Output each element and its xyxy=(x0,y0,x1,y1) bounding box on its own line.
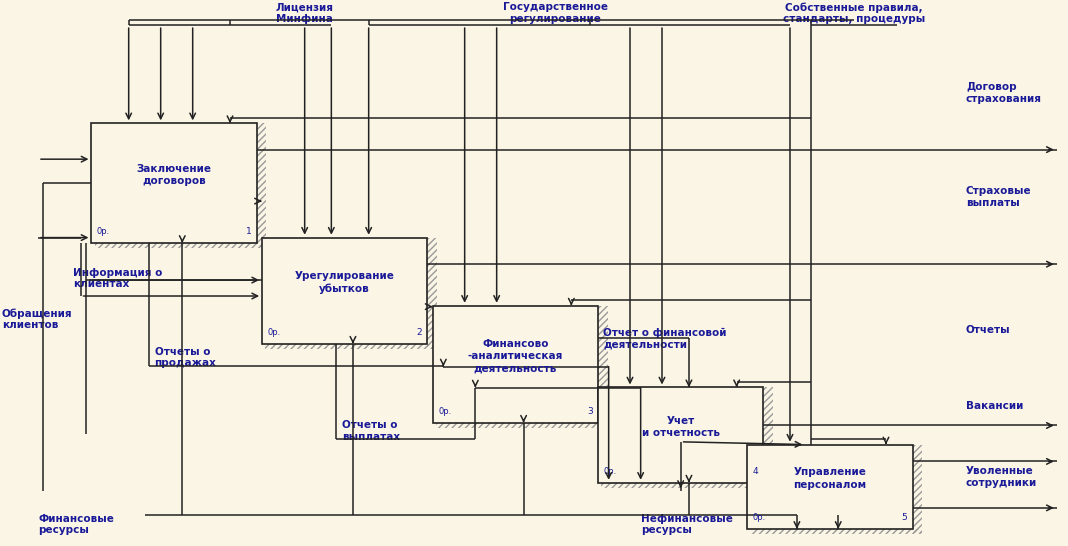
Bar xyxy=(751,529,923,534)
Text: 0р.: 0р. xyxy=(438,407,452,416)
Text: 1: 1 xyxy=(246,227,251,236)
Text: 3: 3 xyxy=(587,407,593,416)
Text: 4: 4 xyxy=(752,467,758,476)
Text: Финансово
-аналитическая
деятельность: Финансово -аналитическая деятельность xyxy=(468,339,563,373)
Bar xyxy=(95,243,266,248)
Bar xyxy=(427,238,437,348)
Text: 0р.: 0р. xyxy=(753,513,766,522)
Text: Договор
страхования: Договор страхования xyxy=(965,82,1042,104)
Bar xyxy=(598,387,764,483)
Text: Уволенные
сотрудники: Уволенные сотрудники xyxy=(965,466,1037,488)
Text: Собственные правила,
стандарты, процедуры: Собственные правила, стандарты, процедур… xyxy=(783,2,925,25)
Text: Страховые
выплаты: Страховые выплаты xyxy=(965,186,1032,207)
Text: 0р.: 0р. xyxy=(97,227,110,236)
Text: Отчеты о
продажах: Отчеты о продажах xyxy=(155,347,217,368)
Text: Отчеты о
выплатах: Отчеты о выплатах xyxy=(342,420,399,442)
Bar xyxy=(433,306,598,423)
Text: Информация о
клиентах: Информация о клиентах xyxy=(74,268,162,289)
Bar xyxy=(764,387,773,486)
Text: Отчет о финансовой
деятельности: Отчет о финансовой деятельности xyxy=(603,328,727,349)
Text: Вакансии: Вакансии xyxy=(965,401,1023,412)
Bar xyxy=(598,306,608,426)
Text: Финансовые
ресурсы: Финансовые ресурсы xyxy=(38,514,114,535)
Bar xyxy=(265,344,437,349)
Text: Учет
и отчетность: Учет и отчетность xyxy=(642,416,720,438)
Text: Отчеты: Отчеты xyxy=(965,325,1010,335)
Text: Урегулирование
убытков: Урегулирование убытков xyxy=(295,271,394,294)
Text: Лицензия
Минфина: Лицензия Минфина xyxy=(276,2,333,24)
Bar xyxy=(92,123,256,243)
Text: 2: 2 xyxy=(417,328,422,337)
Bar xyxy=(601,483,773,488)
Text: 0р.: 0р. xyxy=(267,328,281,337)
Text: 0р.: 0р. xyxy=(603,467,616,476)
Text: Заключение
договоров: Заключение договоров xyxy=(137,164,211,186)
Text: 5: 5 xyxy=(901,513,908,522)
Text: Нефинансовые
ресурсы: Нефинансовые ресурсы xyxy=(641,514,733,535)
Text: Обращения
клиентов: Обращения клиентов xyxy=(2,308,73,330)
Text: Управление
персоналом: Управление персоналом xyxy=(794,467,866,490)
Bar xyxy=(436,423,608,428)
Bar xyxy=(262,238,427,344)
Bar xyxy=(748,444,913,529)
Text: Государственное
регулирование: Государственное регулирование xyxy=(503,2,608,24)
Bar xyxy=(913,444,923,533)
Bar xyxy=(256,123,266,247)
